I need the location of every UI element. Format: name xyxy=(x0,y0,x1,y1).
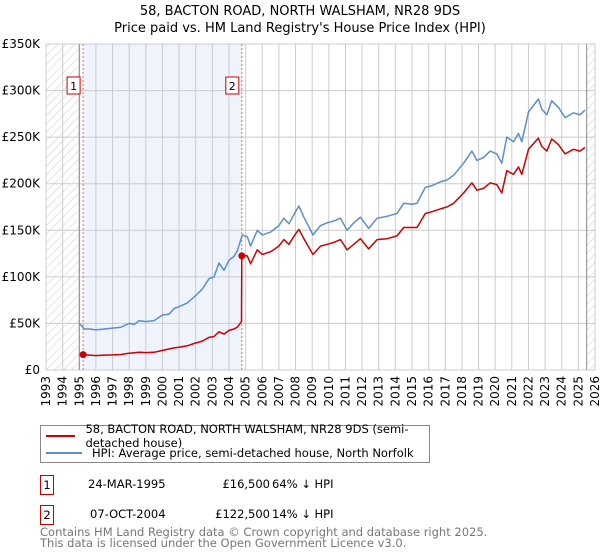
transaction-row: 2 07-OCT-2004 £122,500 14% ↓ HPI xyxy=(40,505,440,525)
x-tick-label: 2012 xyxy=(355,376,369,407)
sale-marker-box xyxy=(66,76,81,95)
transaction-date: 07-OCT-2004 xyxy=(90,507,166,521)
footer-copyright: Contains HM Land Registry data © Crown c… xyxy=(40,525,488,539)
y-tick-label: £250K xyxy=(2,130,42,144)
x-tick-label: 1998 xyxy=(122,376,136,407)
x-tick-label: 1999 xyxy=(139,376,153,407)
x-tick-label: 2020 xyxy=(488,376,502,407)
x-tick-label: 2009 xyxy=(305,376,319,407)
hatched-region-after xyxy=(586,44,595,370)
x-tick-label: 2013 xyxy=(372,376,386,407)
x-tick-label: 2007 xyxy=(272,376,286,407)
y-tick-label: £150K xyxy=(2,223,42,237)
x-tick-label: 2005 xyxy=(239,376,253,407)
transaction-marker: 2 xyxy=(40,505,54,525)
x-tick-label: 1994 xyxy=(56,376,70,407)
transaction-date: 24-MAR-1995 xyxy=(88,477,166,491)
sale-point xyxy=(238,252,246,260)
x-tick-label: 2018 xyxy=(455,376,469,407)
sale-point xyxy=(79,351,87,359)
x-tick-label: 2024 xyxy=(555,376,569,407)
y-tick-label: £100K xyxy=(2,270,42,284)
chart-subtitle: Price paid vs. HM Land Registry's House … xyxy=(114,21,486,36)
x-tick-label: 2021 xyxy=(505,376,519,407)
x-tick-label: 2014 xyxy=(388,376,402,407)
footer-licence: This data is licensed under the Open Gov… xyxy=(40,536,407,550)
x-tick-label: 2025 xyxy=(571,376,585,407)
y-tick-label: £300K xyxy=(2,84,42,98)
x-tick-label: 2001 xyxy=(172,376,186,407)
x-tick-label: 2000 xyxy=(155,376,169,407)
y-tick-label: £200K xyxy=(2,177,42,191)
x-tick-label: 2010 xyxy=(322,376,336,407)
legend-label-hpi: HPI: Average price, semi-detached house,… xyxy=(92,446,414,460)
x-tick-label: 2015 xyxy=(405,376,419,407)
x-tick-label: 1997 xyxy=(106,376,120,407)
x-tick-label: 2003 xyxy=(205,376,219,407)
x-tick-label: 2017 xyxy=(438,376,452,407)
transaction-price: £16,500 xyxy=(222,477,270,491)
chart-title: 58, BACTON ROAD, NORTH WALSHAM, NR28 9DS xyxy=(139,4,461,19)
legend-swatch-hpi xyxy=(46,452,82,454)
sale-marker-box xyxy=(225,76,240,95)
property-line xyxy=(83,137,586,357)
x-tick-label: 2004 xyxy=(222,376,236,407)
legend-item-property: 58, BACTON ROAD, NORTH WALSHAM, NR28 9DS… xyxy=(46,422,429,450)
y-tick-label: £0 xyxy=(25,363,40,377)
legend-label-property: 58, BACTON ROAD, NORTH WALSHAM, NR28 9DS… xyxy=(85,422,409,450)
y-tick-label: £50K xyxy=(9,316,41,330)
y-tick-label: £350K xyxy=(2,37,42,51)
sale-marker-label: 2 xyxy=(229,80,236,93)
x-tick-label: 2002 xyxy=(189,376,203,407)
legend-item-hpi: HPI: Average price, semi-detached house,… xyxy=(46,445,414,461)
footer: Contains HM Land Registry data © Crown c… xyxy=(40,525,488,550)
x-tick-label: 2023 xyxy=(538,376,552,407)
transaction-hpi-diff: 64% ↓ HPI xyxy=(272,477,334,491)
hpi-line xyxy=(78,98,586,331)
transaction-row: 1 24-MAR-1995 £16,500 64% ↓ HPI xyxy=(40,475,440,495)
transaction-marker: 1 xyxy=(40,475,54,495)
x-tick-label: 2016 xyxy=(422,376,436,407)
x-tick-label: 2008 xyxy=(289,376,303,407)
sale-marker-label: 1 xyxy=(70,80,77,93)
x-tick-label: 2011 xyxy=(338,376,352,407)
legend-swatch-property xyxy=(46,435,76,437)
transaction-hpi-diff: 14% ↓ HPI xyxy=(272,507,334,521)
x-tick-label: 1993 xyxy=(39,376,53,407)
transaction-price: £122,500 xyxy=(215,507,270,521)
x-tick-label: 2006 xyxy=(255,376,269,407)
x-tick-label: 1996 xyxy=(89,376,103,407)
x-tick-label: 1995 xyxy=(72,376,86,407)
x-tick-label: 2022 xyxy=(521,376,535,407)
legend: 58, BACTON ROAD, NORTH WALSHAM, NR28 9DS… xyxy=(40,422,430,463)
x-tick-label: 2019 xyxy=(472,376,486,407)
x-tick-label: 2026 xyxy=(588,376,600,407)
